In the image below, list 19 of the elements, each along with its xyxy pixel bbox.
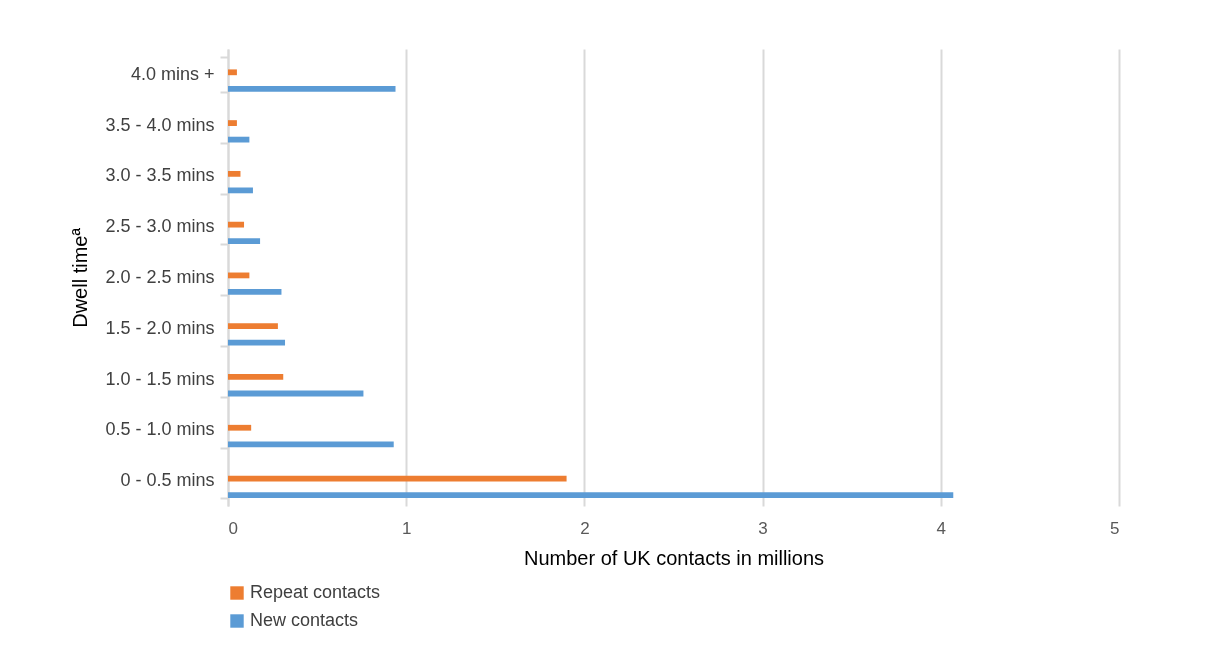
y-tick-label: 4.0 mins + bbox=[130, 63, 215, 84]
x-tick-label: 5 bbox=[1110, 518, 1120, 538]
y-axis-title: Dwell timeª bbox=[69, 227, 92, 328]
y-tick-label: 0 - 0.5 mins bbox=[120, 470, 215, 491]
y-tick-label: 2.5 - 3.0 mins bbox=[105, 216, 215, 237]
y-tick-label: 1.0 - 1.5 mins bbox=[105, 368, 215, 389]
y-tick-label: 1.5 - 2.0 mins bbox=[105, 317, 215, 338]
y-tick-label: 2.0 - 2.5 mins bbox=[105, 267, 215, 287]
x-tick-label: 2 bbox=[580, 518, 590, 538]
x-tick-label: 4 bbox=[936, 518, 947, 538]
legend-label: Repeat contacts bbox=[250, 582, 381, 602]
x-tick-label: 1 bbox=[401, 518, 412, 538]
x-tick-label: 0 bbox=[228, 518, 238, 538]
legend-label: New contacts bbox=[250, 610, 359, 630]
y-tick-label: 3.5 - 4.0 mins bbox=[105, 114, 215, 135]
x-axis-title: Number of UK contacts in millions bbox=[523, 546, 825, 569]
y-tick-label: 0.5 - 1.0 mins bbox=[105, 419, 215, 440]
x-tick-label: 3 bbox=[758, 518, 768, 538]
y-tick-label: 3.0 - 3.5 mins bbox=[105, 165, 215, 186]
